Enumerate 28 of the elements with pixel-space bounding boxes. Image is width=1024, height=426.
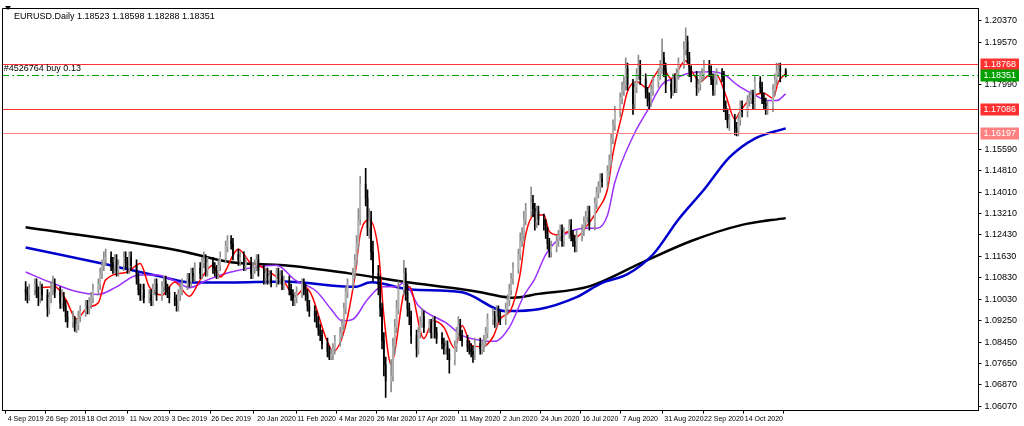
ref-line-label: 1.16197: [983, 127, 1017, 138]
y-tick-label: 1.14810: [984, 165, 1018, 176]
y-tick-label: 1.06070: [984, 400, 1018, 411]
y-tick-label: 1.13210: [984, 208, 1018, 219]
y-tick-label: 1.10830: [984, 272, 1018, 283]
y-tick-label: 1.11630: [984, 250, 1017, 261]
candlestick: [53, 278, 56, 298]
candlestick: [148, 289, 151, 304]
y-tick-label: 1.07650: [984, 358, 1018, 369]
y-tick-label: 1.14010: [984, 186, 1018, 197]
y-tick-label: 1.12430: [984, 229, 1018, 240]
ref-line-label: 1.17086: [983, 103, 1017, 114]
ref-line-label: 1.18351: [983, 69, 1017, 80]
candlestick: [753, 76, 756, 110]
y-tick-label: 1.08450: [984, 336, 1018, 347]
y-tick-label: 1.06870: [984, 379, 1018, 390]
candlestick: [59, 286, 62, 309]
y-tick-label: 1.17990: [984, 79, 1018, 90]
candlestick: [473, 337, 476, 360]
y-tick-label: 1.10030: [984, 294, 1018, 305]
annotation: #4526764 buy 0.13: [3, 63, 81, 74]
chart-title: EURUSD.Daily 1.18523 1.18598 1.18288 1.18351: [14, 10, 215, 21]
y-tick-label: 1.15590: [984, 144, 1018, 155]
y-tick-label: 1.20370: [984, 15, 1018, 26]
ref-line-label: 1.18768: [983, 58, 1017, 69]
candlestick: [479, 337, 482, 355]
y-tick-label: 1.09250: [984, 315, 1018, 326]
y-tick-label: 1.19570: [984, 36, 1018, 47]
